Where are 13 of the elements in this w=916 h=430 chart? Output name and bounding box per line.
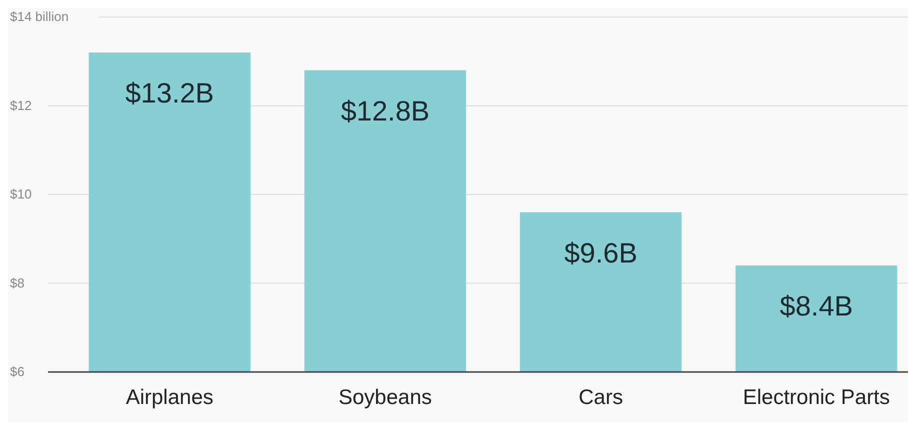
x-tick-label: Cars (578, 386, 623, 409)
y-tick-label: $12 (10, 98, 32, 113)
x-tick-label: Airplanes (126, 386, 214, 409)
x-tick-label: Soybeans (338, 386, 432, 409)
x-tick-label: Electronic Parts (742, 386, 890, 409)
y-tick-label: $14 billion (10, 9, 69, 24)
y-tick-label: $10 (10, 186, 32, 202)
data-label: $8.4B (780, 290, 853, 322)
data-label: $13.2B (125, 78, 214, 108)
y-tick-label: $6 (10, 364, 24, 379)
data-label: $12.8B (340, 95, 430, 126)
y-tick-label: $8 (10, 275, 24, 290)
data-label: $9.6B (564, 237, 638, 268)
